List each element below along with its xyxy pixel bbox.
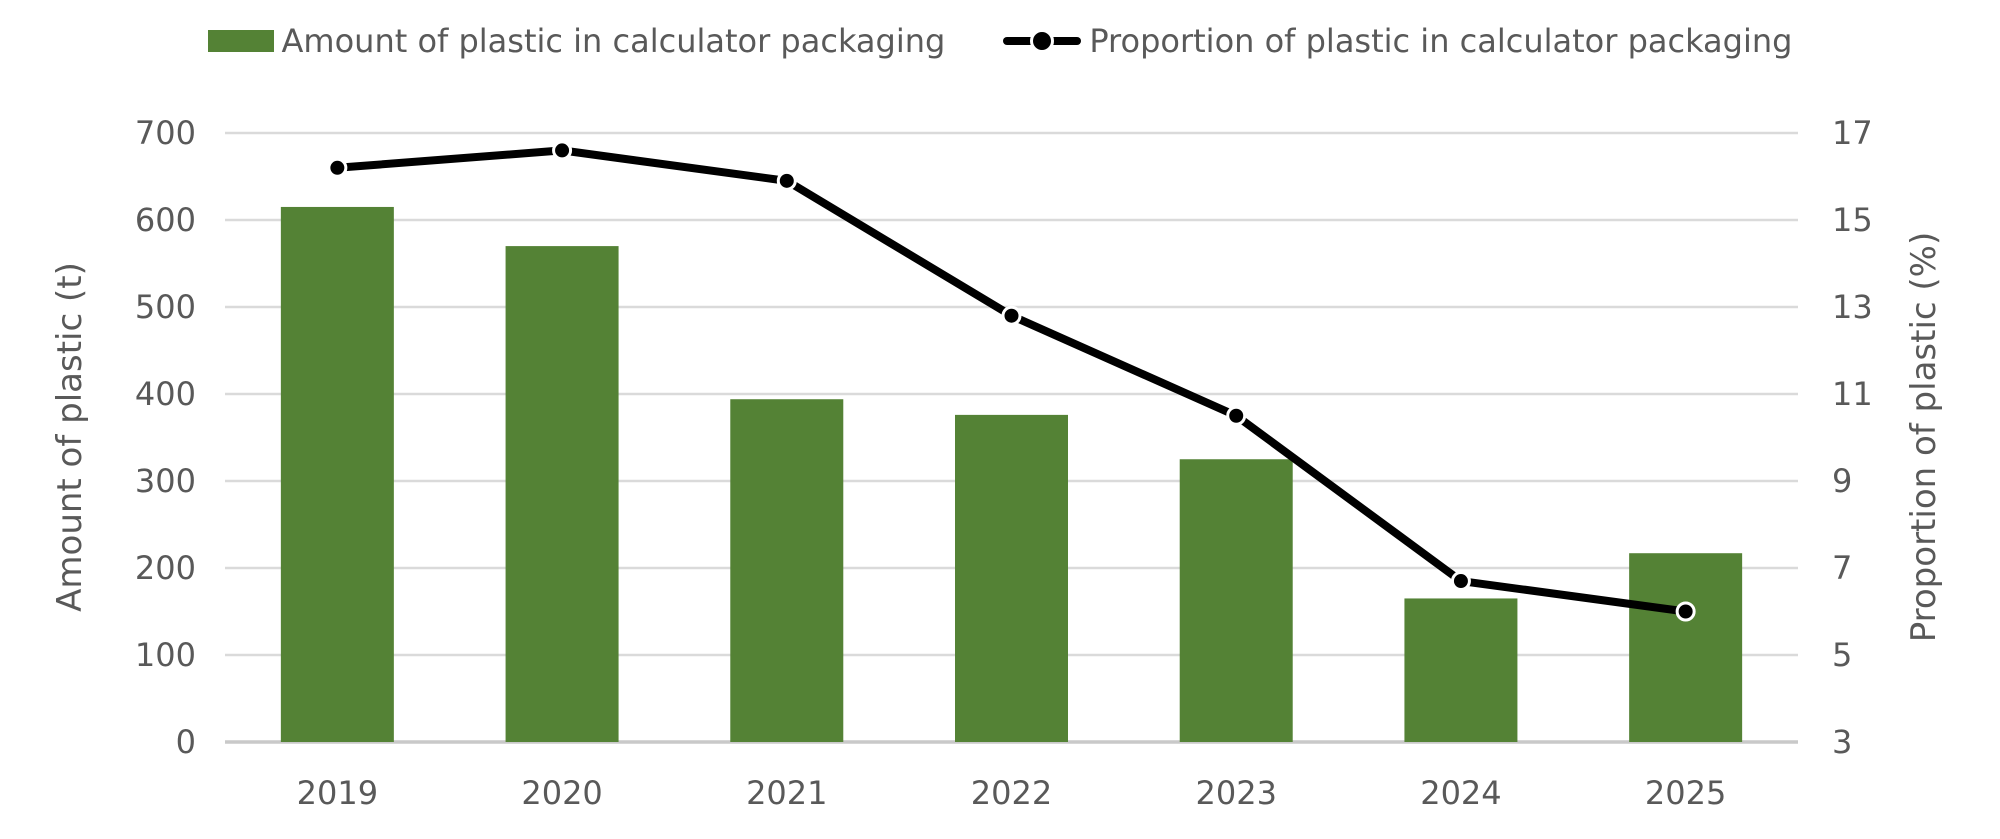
right-axis-tick-9: 9 [1832, 462, 1852, 500]
bar-2025 [1629, 553, 1743, 742]
right-axis-tick-7: 7 [1832, 549, 1852, 587]
right-axis-tick-15: 15 [1832, 201, 1873, 239]
line-point-2019 [327, 157, 348, 178]
right-axis-tick-17: 17 [1832, 114, 1873, 152]
legend-label-line-series: Proportion of plastic in calculator pack… [1089, 22, 1793, 60]
right-axis-title: Proportion of plastic (%) [1904, 231, 1944, 643]
x-axis-label-2023: 2023 [1195, 774, 1276, 812]
left-axis-tick-100: 100 [135, 636, 196, 674]
left-axis-tick-700: 700 [135, 114, 196, 152]
bar-2023 [1179, 459, 1293, 742]
bar-series-swatch-icon [207, 30, 274, 52]
left-axis-tick-200: 200 [135, 549, 196, 587]
x-axis-label-2025: 2025 [1645, 774, 1726, 812]
line-point-2022 [1001, 305, 1022, 326]
right-axis-tick-5: 5 [1832, 636, 1852, 674]
right-axis-tick-11: 11 [1832, 375, 1873, 413]
legend-item-bar-series: Amount of plastic in calculator packagin… [207, 22, 946, 60]
line-point-2024 [1450, 571, 1471, 592]
left-axis-tick-500: 500 [135, 288, 196, 326]
left-axis-tick-300: 300 [135, 462, 196, 500]
bar-2022 [955, 414, 1068, 742]
chart-legend: Amount of plastic in calculator packagin… [0, 22, 2000, 60]
line-point-2023 [1226, 405, 1247, 426]
right-axis-tick-13: 13 [1832, 288, 1873, 326]
line-series-swatch-icon [1003, 37, 1082, 45]
right-axis-tick-3: 3 [1832, 723, 1852, 761]
bar-2020 [505, 246, 619, 742]
legend-item-line-series: Proportion of plastic in calculator pack… [1003, 22, 1792, 60]
x-axis-label-2019: 2019 [297, 774, 378, 812]
line-point-2025 [1675, 601, 1696, 622]
bar-2019 [280, 206, 394, 742]
left-axis-tick-400: 400 [135, 375, 196, 413]
bar-2024 [1404, 598, 1518, 742]
x-axis-label-2024: 2024 [1420, 774, 1501, 812]
line-point-2021 [776, 170, 797, 191]
line-point-2020 [552, 140, 573, 161]
x-axis-label-2021: 2021 [746, 774, 827, 812]
left-axis-title: Amount of plastic (t) [50, 262, 90, 612]
bar-2021 [730, 399, 844, 742]
x-axis-label-2022: 2022 [971, 774, 1052, 812]
left-axis-tick-600: 600 [135, 201, 196, 239]
x-axis-label-2020: 2020 [521, 774, 602, 812]
left-axis-tick-0: 0 [176, 723, 196, 761]
legend-label-bar-series: Amount of plastic in calculator packagin… [281, 22, 946, 60]
